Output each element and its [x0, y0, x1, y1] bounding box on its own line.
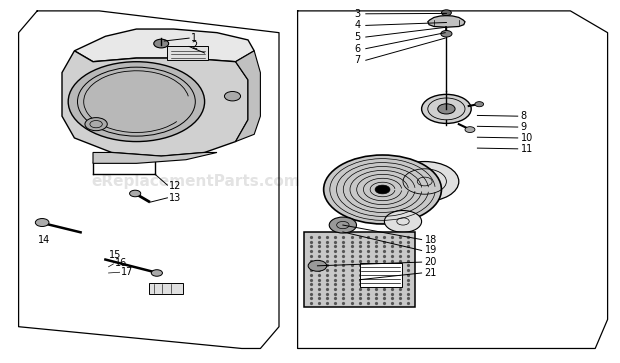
Polygon shape — [428, 16, 465, 27]
FancyBboxPatch shape — [167, 46, 208, 60]
Polygon shape — [93, 152, 217, 163]
Circle shape — [384, 211, 422, 232]
Circle shape — [224, 91, 241, 101]
Circle shape — [85, 118, 107, 131]
Text: 9: 9 — [521, 122, 527, 132]
Text: 2: 2 — [191, 41, 197, 52]
Text: 18: 18 — [425, 234, 437, 245]
Text: 14: 14 — [38, 234, 51, 245]
Text: 12: 12 — [169, 181, 181, 191]
Circle shape — [151, 270, 162, 276]
Circle shape — [441, 30, 452, 37]
Text: 13: 13 — [169, 193, 181, 203]
Polygon shape — [236, 51, 260, 142]
Circle shape — [475, 102, 484, 107]
FancyBboxPatch shape — [149, 283, 183, 294]
Circle shape — [375, 185, 390, 194]
Circle shape — [441, 10, 451, 16]
Text: 17: 17 — [121, 266, 133, 277]
Text: 5: 5 — [355, 32, 361, 42]
Text: 19: 19 — [425, 245, 437, 256]
Circle shape — [391, 162, 459, 201]
Circle shape — [130, 190, 141, 197]
Text: 10: 10 — [521, 133, 533, 143]
Text: 11: 11 — [521, 144, 533, 154]
Circle shape — [35, 219, 49, 227]
Polygon shape — [62, 51, 248, 156]
Text: eReplacementParts.com: eReplacementParts.com — [91, 174, 299, 189]
Text: 15: 15 — [108, 250, 121, 260]
Text: 3: 3 — [355, 9, 361, 19]
Text: 1: 1 — [191, 33, 197, 43]
Circle shape — [329, 217, 356, 233]
FancyBboxPatch shape — [304, 232, 415, 307]
Text: 16: 16 — [115, 258, 127, 268]
Circle shape — [68, 62, 205, 142]
Circle shape — [324, 155, 441, 224]
Text: 21: 21 — [425, 268, 437, 278]
Polygon shape — [74, 29, 254, 62]
Text: 20: 20 — [425, 257, 437, 267]
Circle shape — [154, 39, 169, 48]
Circle shape — [422, 94, 471, 123]
Circle shape — [438, 104, 455, 114]
Text: 4: 4 — [355, 20, 361, 30]
Text: 8: 8 — [521, 111, 527, 121]
Text: 7: 7 — [355, 55, 361, 65]
Circle shape — [465, 127, 475, 132]
FancyBboxPatch shape — [360, 263, 402, 287]
Circle shape — [308, 260, 327, 271]
Text: 6: 6 — [355, 44, 361, 54]
